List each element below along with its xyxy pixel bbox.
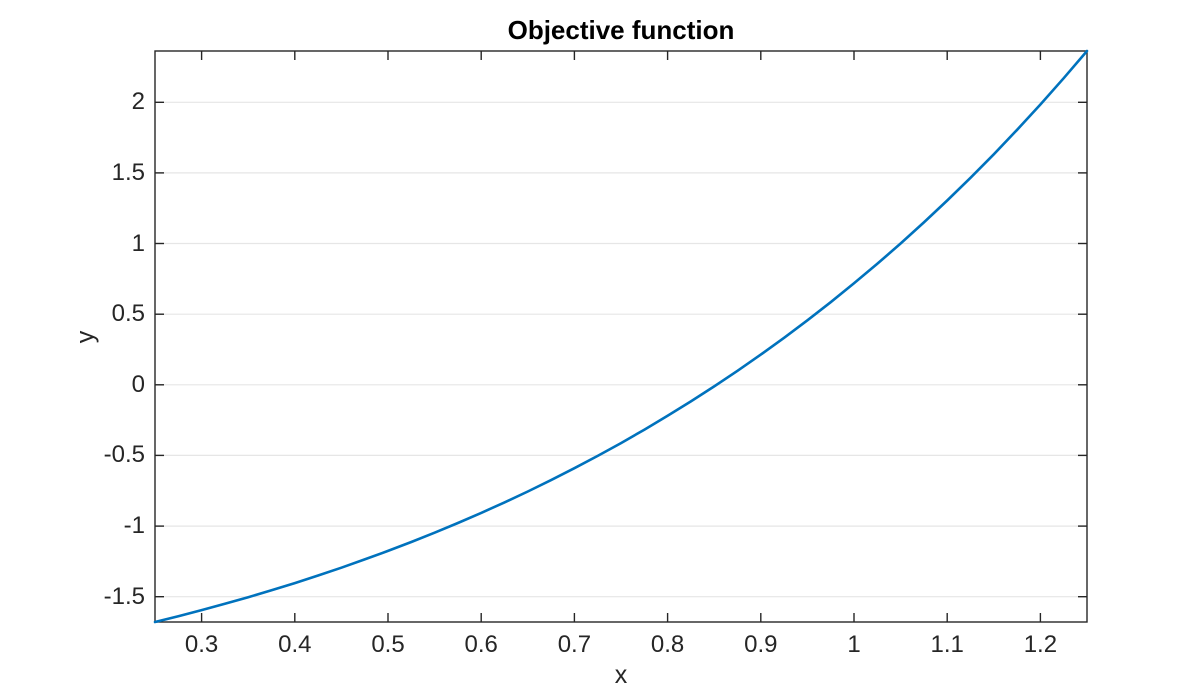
y-tick-label: -0.5	[103, 441, 145, 469]
x-tick-label: 1.1	[930, 631, 964, 658]
x-tick-label: 0.3	[184, 631, 219, 658]
y-tick-label: 2	[131, 88, 145, 116]
series-line	[153, 49, 1089, 624]
y-tick-label: 0.5	[111, 300, 145, 328]
x-tick-label: 0.5	[371, 631, 405, 658]
x-tick-label: 1.2	[1023, 631, 1058, 658]
y-tick-label: -1.5	[103, 582, 145, 610]
x-axis-label: x	[614, 661, 628, 689]
x-tick-label: 0.4	[278, 631, 312, 658]
x-tick-label: 1	[847, 631, 861, 658]
x-tick-label: 0.7	[557, 631, 592, 658]
axes-box	[154, 50, 1088, 623]
x-tick-label: 0.6	[464, 631, 498, 658]
chart-title: Objective function	[507, 15, 735, 45]
y-tick-label: -1	[123, 512, 145, 540]
y-tick-label: 1.5	[111, 158, 145, 186]
x-tick-label: 0.9	[744, 631, 778, 658]
x-tick-label: 0.8	[650, 631, 685, 658]
y-tick-label: 1	[131, 229, 145, 257]
y-tick-label: 0	[131, 370, 145, 398]
y-axis-label: y	[71, 330, 100, 344]
